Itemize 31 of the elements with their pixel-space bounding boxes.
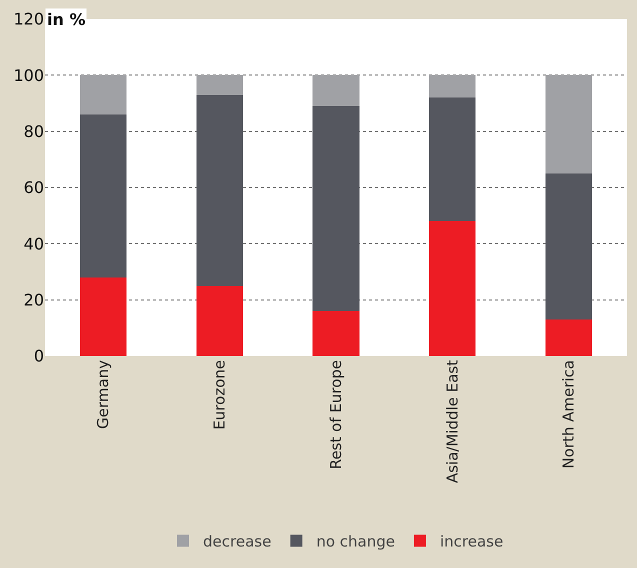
y-tick-label: 40 <box>24 234 44 254</box>
x-tick-label: Eurozone <box>210 360 228 430</box>
legend-label: decrease <box>203 532 272 551</box>
y-axis-title: in % <box>47 10 86 29</box>
bar <box>429 75 476 98</box>
bar <box>80 277 126 356</box>
bar <box>80 75 126 114</box>
bar <box>546 173 592 320</box>
y-tick-label: 80 <box>24 122 44 141</box>
bar <box>80 114 126 278</box>
y-tick-label: 0 <box>34 346 44 366</box>
bar <box>429 221 476 356</box>
x-tick-label: Germany <box>94 360 112 429</box>
bar <box>546 319 592 356</box>
bar <box>196 94 243 286</box>
y-tick-label: 100 <box>13 66 44 85</box>
x-tick-label: Asia/Middle East <box>443 360 462 484</box>
legend-label: no change <box>316 532 395 551</box>
legend-label: increase <box>440 532 504 551</box>
x-tick-label: North America <box>560 360 578 469</box>
x-tick-label: Rest of Europe <box>326 360 345 470</box>
bar <box>196 286 243 356</box>
y-tick-label: 120 <box>13 10 44 29</box>
bar <box>429 98 476 222</box>
bar <box>312 311 360 356</box>
bar <box>546 75 592 174</box>
bar <box>312 106 360 312</box>
bar <box>312 75 360 106</box>
y-tick-label: 60 <box>24 178 44 198</box>
bar <box>196 75 243 95</box>
y-tick-label: 20 <box>24 290 44 310</box>
